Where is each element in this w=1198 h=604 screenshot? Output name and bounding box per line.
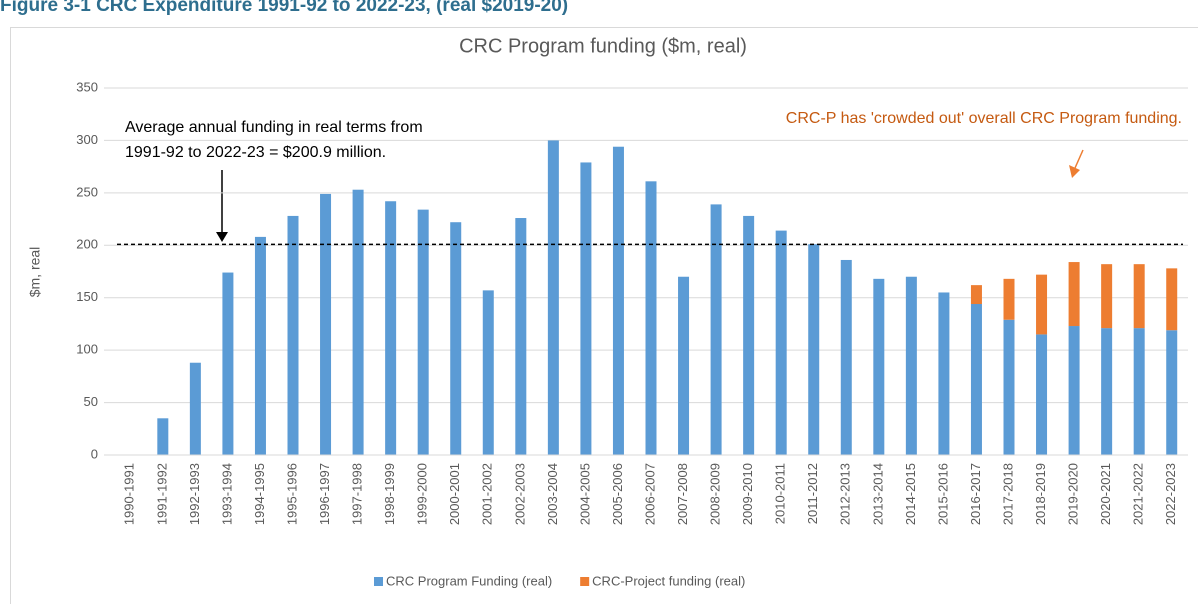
x-tick-label: 2013-2014	[870, 463, 885, 525]
legend-swatch	[580, 577, 590, 586]
bar	[547, 140, 559, 455]
bar	[1133, 328, 1145, 455]
bar	[905, 276, 917, 455]
bar	[417, 209, 429, 455]
bar	[222, 272, 234, 455]
x-tick-label: 2021-2022	[1131, 463, 1146, 525]
bar	[157, 418, 169, 455]
bar	[1166, 330, 1178, 455]
x-tick-label: 2012-2013	[838, 463, 853, 525]
x-tick-label: 2001-2002	[480, 463, 495, 525]
y-tick-label: 350	[76, 79, 98, 94]
x-tick-label: 1992-1993	[187, 463, 202, 525]
bar	[612, 146, 624, 455]
x-tick-label: 2016-2017	[968, 463, 983, 525]
x-tick-label: 2011-2012	[805, 463, 820, 524]
x-tick-label: 1993-1994	[219, 463, 234, 525]
x-tick-label: 2015-2016	[935, 463, 950, 525]
x-tick-label: 2020-2021	[1098, 463, 1113, 525]
bar	[352, 189, 364, 455]
x-tick-label: 2014-2015	[903, 463, 918, 525]
bar	[938, 292, 950, 455]
legend-label: CRC-Project funding (real)	[592, 573, 745, 588]
bar	[1036, 274, 1048, 335]
figure-title: Figure 3-1 CRC Expenditure 1991-92 to 20…	[0, 0, 568, 16]
x-tick-label: 1994-1995	[252, 463, 267, 525]
annotation-arrowhead	[216, 232, 228, 242]
bar	[743, 215, 755, 455]
bar	[840, 259, 852, 455]
x-tick-label: 2002-2003	[512, 463, 527, 525]
bar	[1036, 334, 1048, 455]
y-axis-label: $m, real	[27, 247, 43, 298]
legend-label: CRC Program Funding (real)	[386, 573, 552, 588]
bar	[515, 218, 527, 455]
bar	[710, 204, 722, 455]
bar	[1068, 326, 1080, 455]
x-tick-label: 1995-1996	[284, 463, 299, 525]
bar	[1003, 319, 1015, 455]
bar	[254, 236, 266, 455]
bar	[873, 278, 885, 455]
annotation-arrow	[1074, 149, 1084, 169]
x-tick-label: 1997-1998	[350, 463, 365, 525]
chart-title: CRC Program funding ($m, real)	[459, 35, 747, 57]
bar	[775, 230, 787, 455]
bar	[645, 181, 657, 455]
bar	[320, 193, 332, 456]
bar	[1003, 278, 1015, 320]
chart-frame	[10, 27, 1198, 604]
x-tick-label: 1991-1992	[154, 463, 169, 525]
x-tick-label: 1990-1991	[122, 463, 137, 525]
x-tick-label: 2019-2020	[1066, 463, 1081, 525]
bar	[450, 222, 462, 455]
bar	[1101, 264, 1113, 329]
x-tick-label: 2018-2019	[1033, 463, 1048, 525]
x-tick-label: 2010-2011	[773, 463, 788, 524]
bar	[1068, 262, 1080, 327]
bar	[385, 201, 397, 455]
bar	[1133, 264, 1145, 329]
bar	[970, 285, 982, 305]
bar	[678, 276, 690, 455]
x-tick-label: 2006-2007	[642, 463, 657, 525]
annotation: CRC-P has 'crowded out' overall CRC Prog…	[786, 110, 1182, 127]
x-tick-label: 2000-2001	[447, 463, 462, 525]
bar	[287, 215, 299, 455]
y-tick-label: 200	[76, 237, 98, 252]
annotation-arrowhead	[1069, 165, 1080, 178]
bar	[482, 290, 494, 455]
x-tick-label: 1996-1997	[317, 463, 332, 525]
bar	[1166, 268, 1178, 331]
legend-swatch	[374, 577, 383, 586]
bar	[189, 362, 201, 455]
x-tick-label: 2005-2006	[610, 463, 625, 525]
bar	[580, 162, 592, 455]
y-tick-label: 50	[84, 394, 98, 409]
y-tick-label: 0	[91, 446, 98, 461]
y-tick-label: 250	[76, 184, 98, 199]
x-tick-label: 2009-2010	[740, 463, 755, 525]
bar	[808, 244, 820, 455]
x-tick-label: 1998-1999	[382, 463, 397, 525]
y-tick-label: 150	[76, 289, 98, 304]
x-tick-label: 2017-2018	[1000, 463, 1015, 525]
x-tick-label: 2022-2023	[1163, 463, 1178, 525]
x-tick-label: 2003-2004	[545, 463, 560, 525]
bar	[1101, 328, 1113, 455]
x-tick-label: 1999-2000	[415, 463, 430, 525]
x-tick-label: 2007-2008	[675, 463, 690, 525]
y-tick-label: 100	[76, 342, 98, 357]
bar	[970, 304, 982, 455]
x-tick-label: 2008-2009	[708, 463, 723, 525]
annotation: Average annual funding in real terms fro…	[125, 119, 423, 136]
annotation: 1991-92 to 2022-23 = $200.9 million.	[125, 144, 386, 161]
x-tick-label: 2004-2005	[577, 463, 592, 525]
y-tick-label: 300	[76, 132, 98, 147]
